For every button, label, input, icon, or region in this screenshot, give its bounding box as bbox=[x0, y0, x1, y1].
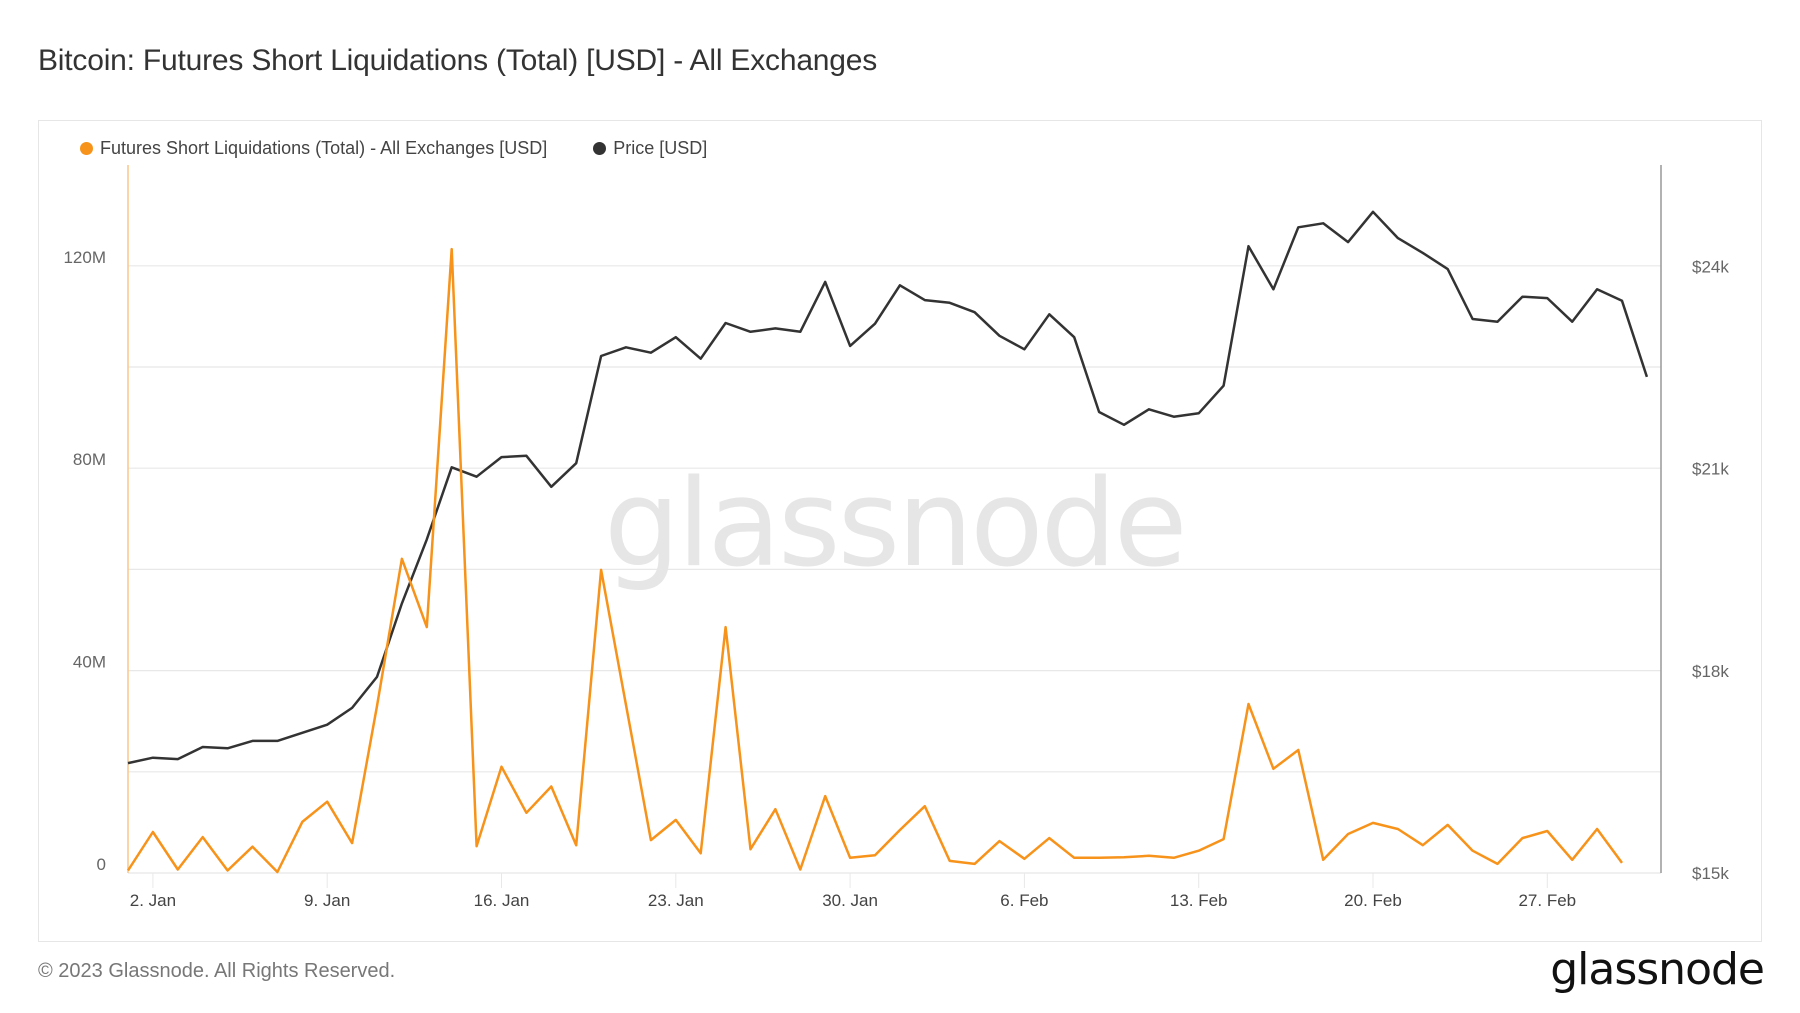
legend-label: Price [USD] bbox=[613, 138, 708, 158]
legend-item-price[interactable]: Price [USD] bbox=[593, 138, 707, 159]
price-series-line bbox=[127, 210, 1649, 765]
watermark: glassnode bbox=[604, 455, 1185, 594]
orange-dot-icon bbox=[80, 142, 93, 155]
chart-title: Bitcoin: Futures Short Liquidations (Tot… bbox=[38, 44, 878, 77]
left-axis-tick-label: 120M bbox=[63, 248, 106, 267]
x-axis-tick-label: 20. Feb bbox=[1344, 891, 1402, 910]
legend: Futures Short Liquidations (Total) - All… bbox=[80, 138, 707, 159]
dark-dot-icon bbox=[593, 142, 607, 155]
x-axis-tick-label: 13. Feb bbox=[1170, 891, 1228, 910]
gridlines bbox=[128, 265, 1661, 888]
left-axis-tick-label: 0 bbox=[97, 855, 106, 874]
legend-label: Futures Short Liquidations (Total) - All… bbox=[100, 138, 548, 158]
right-axis-labels: $15k $18k $21k $24k bbox=[1692, 257, 1729, 883]
glassnode-logo: glassnode bbox=[1550, 944, 1765, 995]
left-axis-tick-label: 80M bbox=[73, 450, 106, 469]
right-axis-tick-label: $21k bbox=[1692, 460, 1729, 479]
right-axis-tick-label: $24k bbox=[1692, 257, 1729, 276]
x-axis-labels: 2. Jan 9. Jan 16. Jan 23. Jan 30. Jan 6. Feb 1… bbox=[130, 891, 1576, 910]
x-axis-tick-label: 23. Jan bbox=[648, 891, 704, 910]
x-axis-tick-label: 30. Jan bbox=[822, 891, 878, 910]
right-axis-tick-label: $15k bbox=[1692, 864, 1729, 883]
x-axis-tick-label: 9. Jan bbox=[304, 891, 350, 910]
x-axis-tick-label: 2. Jan bbox=[130, 891, 176, 910]
chart-container bbox=[38, 120, 1762, 942]
x-axis-tick-label: 16. Jan bbox=[474, 891, 530, 910]
legend-item-liquidations[interactable]: Futures Short Liquidations (Total) - All… bbox=[80, 138, 547, 159]
x-axis-tick-label: 6. Feb bbox=[1000, 891, 1048, 910]
copyright-text: © 2023 Glassnode. All Rights Reserved. bbox=[38, 960, 396, 982]
left-axis-tick-label: 40M bbox=[73, 653, 106, 672]
right-axis-tick-label: $18k bbox=[1692, 662, 1729, 681]
x-axis-tick-label: 27. Feb bbox=[1518, 891, 1576, 910]
liquidations-series-line bbox=[126, 247, 1624, 874]
left-axis-labels: 0 40M 80M 120M bbox=[63, 248, 106, 874]
